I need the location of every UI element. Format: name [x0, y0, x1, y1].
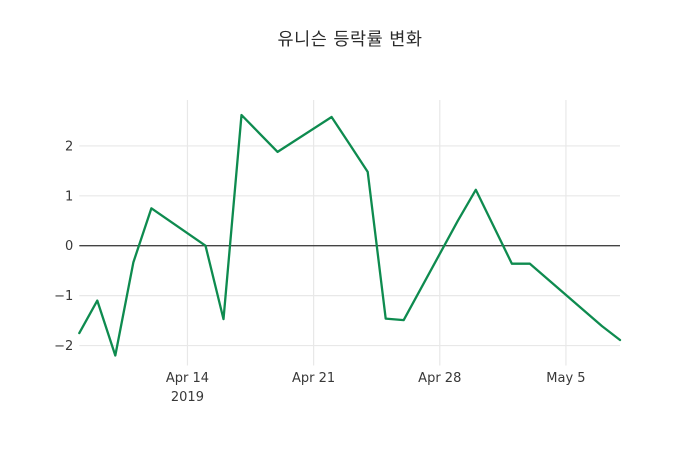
chart-title: 유니슨 등락률 변화	[277, 30, 423, 50]
series-line	[78, 113, 622, 357]
x-tick-year-label: 2019	[171, 390, 204, 405]
y-tick-label: 2	[65, 139, 73, 154]
y-tick-label: −1	[54, 289, 73, 304]
x-tick-label: Apr 14	[166, 371, 209, 386]
x-tick-label: May 5	[546, 371, 585, 386]
y-tick-label: 0	[65, 239, 73, 254]
y-tick-label: 1	[65, 189, 73, 204]
x-tick-label: Apr 28	[418, 371, 461, 386]
y-tick-label: −2	[54, 339, 73, 354]
x-tick-label: Apr 21	[292, 371, 335, 386]
